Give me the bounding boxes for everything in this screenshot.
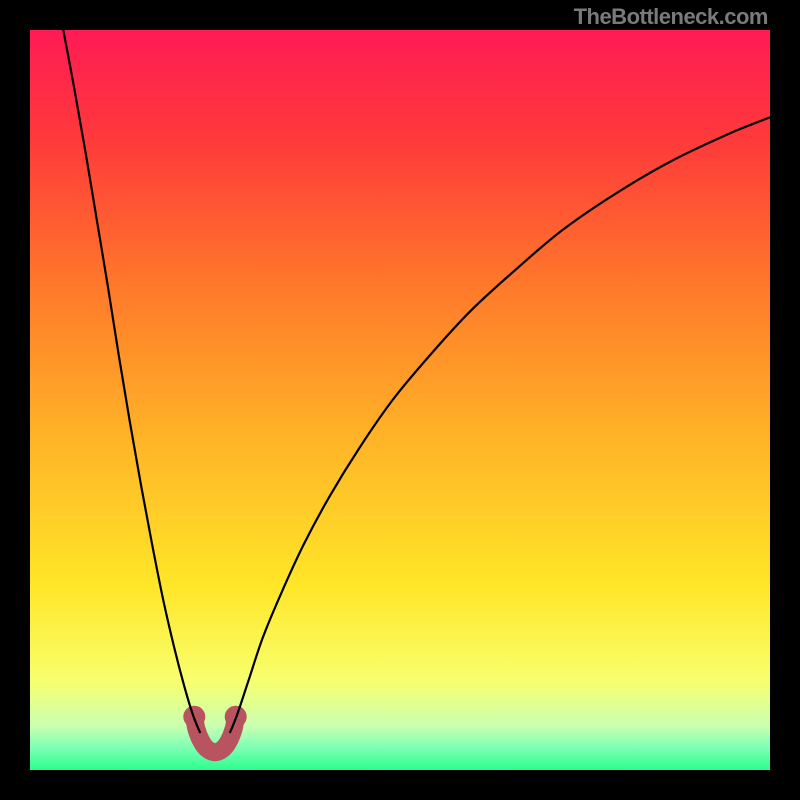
plot-area xyxy=(30,30,770,770)
curve-right xyxy=(230,117,770,733)
curve-left xyxy=(63,30,200,733)
chart-svg xyxy=(30,30,770,770)
watermark-text: TheBottleneck.com xyxy=(574,4,768,30)
